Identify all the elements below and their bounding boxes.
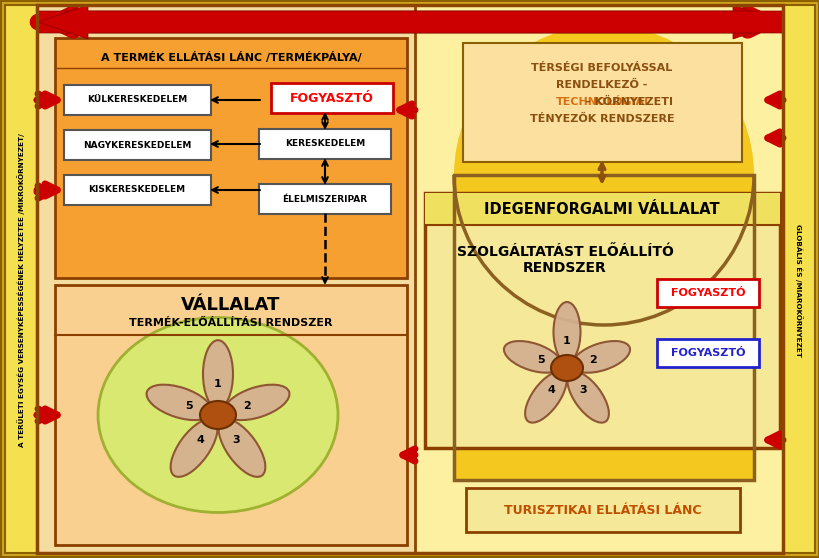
Ellipse shape [524,372,566,422]
Text: 4: 4 [196,435,204,445]
Bar [414,5,782,553]
FancyBboxPatch shape [64,85,210,115]
Bar [5,5,37,553]
Bar [424,193,779,225]
Ellipse shape [147,384,211,420]
FancyBboxPatch shape [270,83,392,113]
Text: TERMÉK-ELŐÁLLÍTÁSI RENDSZER: TERMÉK-ELŐÁLLÍTÁSI RENDSZER [129,318,333,328]
FancyBboxPatch shape [463,43,741,162]
Text: TURISZTIKAI ELLÁTÁSI LÁNC: TURISZTIKAI ELLÁTÁSI LÁNC [504,503,701,517]
Ellipse shape [454,25,753,325]
Text: RENDSZER: RENDSZER [523,261,606,275]
FancyBboxPatch shape [259,184,391,214]
Text: FOGYASZTÓ: FOGYASZTÓ [670,288,744,298]
Polygon shape [38,5,782,39]
Ellipse shape [567,372,609,422]
Bar [782,5,814,553]
Text: 5: 5 [536,355,545,365]
Bar [424,193,779,448]
Text: KISKERESKEDELEM: KISKERESKEDELEM [88,185,185,195]
Bar [55,38,406,278]
FancyBboxPatch shape [656,339,758,367]
Text: 1: 1 [563,336,570,346]
Text: TECHNOLÓGIAI: TECHNOLÓGIAI [554,97,648,107]
Ellipse shape [572,341,629,373]
Text: VÁLLALAT: VÁLLALAT [181,296,280,314]
Text: A TERÜLETI EGYSÉG VERSENYKÉPESSÉGÉNEK HELYZETEE /MIKROKÖRNYEZET/: A TERÜLETI EGYSÉG VERSENYKÉPESSÉGÉNEK HE… [17,133,25,447]
Ellipse shape [200,401,236,429]
Ellipse shape [170,419,217,477]
Text: KÜLKERESKEDELEM: KÜLKERESKEDELEM [87,95,187,104]
Text: FOGYASZTÓ: FOGYASZTÓ [670,348,744,358]
Text: NAGYKERESKEDELEM: NAGYKERESKEDELEM [83,141,191,150]
FancyBboxPatch shape [656,279,758,307]
Text: FOGYASZTÓ: FOGYASZTÓ [290,92,373,104]
Text: RENDELKEZŐ -: RENDELKEZŐ - [555,80,647,90]
Ellipse shape [224,384,289,420]
Text: TÉNYEZŐK RENDSZERE: TÉNYEZŐK RENDSZERE [529,114,673,124]
Text: 2: 2 [243,401,251,411]
FancyBboxPatch shape [259,129,391,159]
Ellipse shape [219,419,265,477]
Text: ÉLELMISZERIPAR: ÉLELMISZERIPAR [282,195,367,204]
Text: IDEGENFORGALMI VÁLLALAT: IDEGENFORGALMI VÁLLALAT [483,201,719,217]
FancyBboxPatch shape [465,488,739,532]
Text: GLOBÁLIS ÉS /MIAROKÖRNYEZET: GLOBÁLIS ÉS /MIAROKÖRNYEZET [794,224,802,357]
Text: 4: 4 [546,385,554,395]
Text: 2: 2 [588,355,596,365]
Text: 3: 3 [578,385,586,395]
Bar [454,175,753,480]
FancyBboxPatch shape [64,175,210,205]
Ellipse shape [203,340,233,408]
Text: SZOLGÁLTATÁST ELŐÁLLÍTÓ: SZOLGÁLTATÁST ELŐÁLLÍTÓ [456,245,672,259]
Ellipse shape [550,355,582,381]
Text: 1: 1 [214,379,222,389]
Bar [454,175,753,480]
FancyBboxPatch shape [64,130,210,160]
Ellipse shape [98,318,337,512]
Text: TÉRSÉGI BEFOLYÁSSAL: TÉRSÉGI BEFOLYÁSSAL [531,63,672,73]
Ellipse shape [553,302,580,362]
Text: 5: 5 [185,401,192,411]
Text: – KÖRNYEZETI: – KÖRNYEZETI [531,97,672,107]
Text: 3: 3 [232,435,239,445]
Polygon shape [38,5,782,39]
Text: KERESKEDELEM: KERESKEDELEM [284,140,364,148]
Ellipse shape [504,341,561,373]
Bar [55,285,406,545]
Text: A TERMÉK ELLÁTÁSI LÁNC /TERMÉKPÁLYA/: A TERMÉK ELLÁTÁSI LÁNC /TERMÉKPÁLYA/ [101,51,361,62]
